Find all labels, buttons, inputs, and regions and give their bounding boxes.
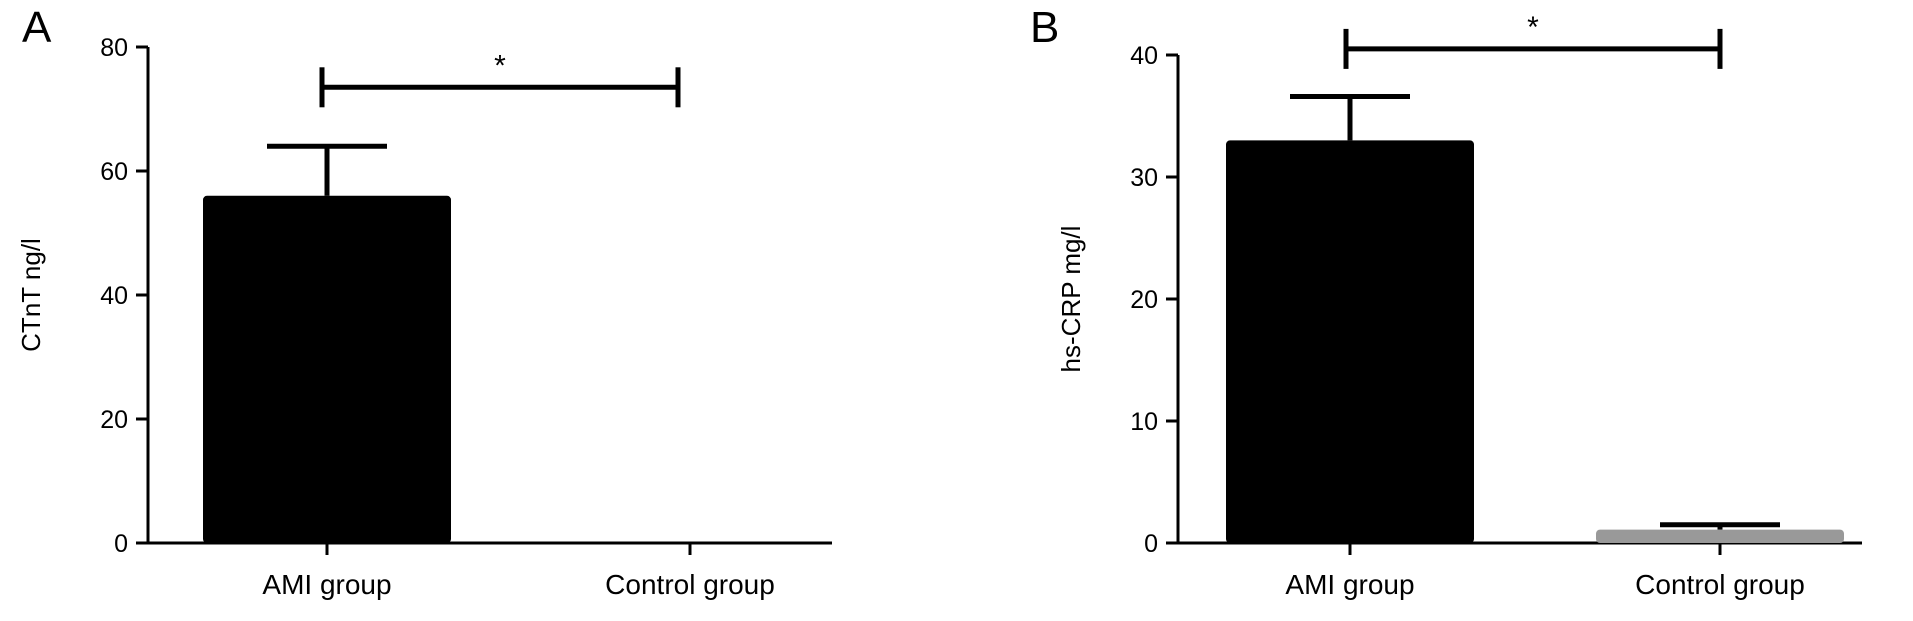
bar-ami-group — [203, 195, 451, 544]
y-tick-label: 20 — [1130, 286, 1158, 314]
y-axis-label: CTnT ng/l — [16, 238, 46, 352]
x-category-label: AMI group — [262, 569, 391, 600]
y-tick-label: 80 — [100, 34, 128, 62]
panel-letter: A — [22, 3, 52, 52]
chart-panel-b: Bhs-CRP mg/l 0 10 20 30 40 AMI group Control gr… — [1030, 3, 1862, 600]
y-tick-label: 40 — [1130, 42, 1158, 70]
bar-control-group — [1596, 529, 1844, 543]
x-category-label: AMI group — [1285, 569, 1414, 600]
y-tick-label: 10 — [1130, 408, 1158, 436]
y-tick-label: 0 — [114, 530, 128, 558]
x-category-label: Control group — [605, 569, 775, 600]
panel-letter: B — [1030, 3, 1059, 52]
y-tick-label: 0 — [1144, 530, 1158, 558]
y-tick-label: 40 — [100, 282, 128, 310]
x-category-label: Control group — [1635, 569, 1805, 600]
y-tick-label: 20 — [100, 406, 128, 434]
chart-panel-a: A CTnT ng/l 0 20 40 60 80 AMI group Control grou… — [16, 3, 832, 600]
bar-ami-group — [1226, 140, 1474, 543]
y-axis-label: hs-CRP mg/l — [1056, 226, 1086, 373]
significance-label: * — [1527, 11, 1539, 44]
y-tick-label: 30 — [1130, 164, 1158, 192]
y-tick-label: 60 — [100, 158, 128, 186]
significance-label: * — [494, 49, 506, 82]
